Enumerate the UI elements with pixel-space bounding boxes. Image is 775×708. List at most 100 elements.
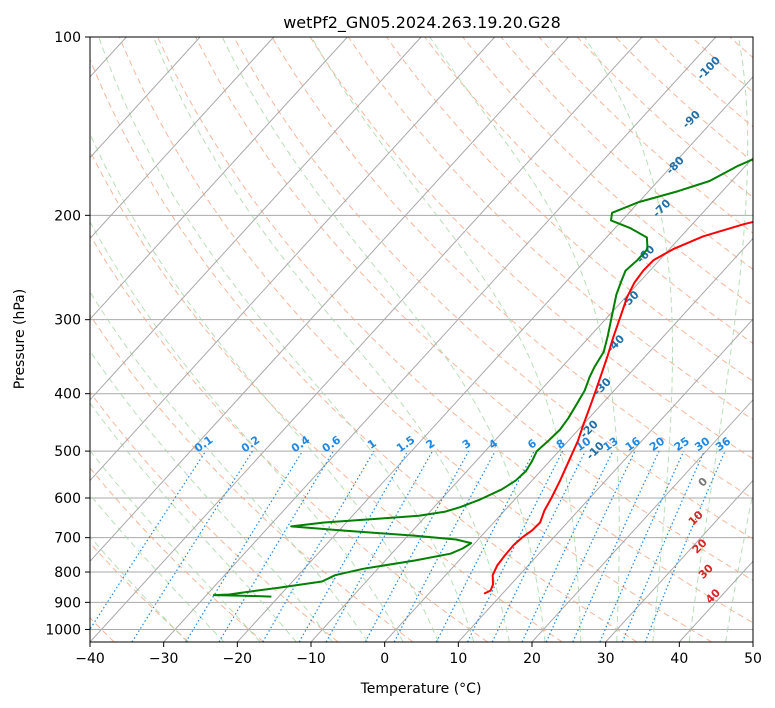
moist-adiabat-line xyxy=(90,535,188,642)
dry-adiabat-line xyxy=(90,467,264,642)
moist-adiabat-line xyxy=(90,449,261,642)
mixing-ratio-label: 0.2 xyxy=(239,433,262,455)
sounding-series xyxy=(212,158,753,598)
dry-adiabat-line xyxy=(424,37,753,344)
mixing-ratio-line xyxy=(599,450,685,642)
y-tick-label: 500 xyxy=(54,444,81,460)
dry-adiabat-label: -70 xyxy=(650,197,673,220)
y-tick-label: 300 xyxy=(54,313,81,329)
isotherm-line xyxy=(531,399,753,642)
moist-adiabat-line xyxy=(90,220,404,642)
isotherm-line xyxy=(90,37,422,401)
dry-adiabat-line xyxy=(576,37,753,198)
y-tick-label: 200 xyxy=(54,208,81,224)
plot-area: 0.1 0.2 0.4 0.6 1 1.5 2 3 4 6 8 10 13 16 20 25 30 36-100-… xyxy=(90,37,775,642)
dry-adiabat-line xyxy=(90,391,339,642)
mixing-ratio-label: 4 xyxy=(486,436,500,451)
y-tick-label: 800 xyxy=(54,565,81,581)
y-axis-label: Pressure (hPa) xyxy=(12,289,28,389)
dry-adiabat-line xyxy=(500,37,753,270)
mixing-ratio-label: 0.6 xyxy=(320,433,344,455)
y-tick-label: 900 xyxy=(54,595,81,611)
moist-adiabat-line xyxy=(584,37,673,642)
dry-adiabat-label: -80 xyxy=(664,154,687,177)
mixing-ratio-line xyxy=(644,450,726,642)
moist-adiabat-line xyxy=(310,37,582,642)
mixing-ratio-line xyxy=(364,450,470,642)
mixing-ratio-line xyxy=(298,450,409,642)
moist-adiabat-line xyxy=(221,37,546,642)
dry-adiabat-line xyxy=(768,37,775,642)
chart-title: wetPf2_GN05.2024.263.19.20.G28 xyxy=(283,13,561,33)
dry-adiabat-line xyxy=(729,37,753,59)
moist-adiabats xyxy=(90,37,753,642)
dry-adiabat-line xyxy=(90,542,190,642)
isotherm-line xyxy=(384,237,753,642)
moist-adiabat-line xyxy=(90,132,439,642)
mixing-ratio-label: 0.4 xyxy=(289,433,313,455)
dry-adiabat-line xyxy=(118,37,712,642)
dry-adiabat-label: 20 xyxy=(690,536,710,556)
dry-adiabat-label: -90 xyxy=(680,108,703,131)
dry-adiabat-label: 10 xyxy=(686,508,706,528)
mixing-ratio-line xyxy=(325,450,434,642)
isotherm-line xyxy=(90,37,496,482)
dry-adiabat-line xyxy=(691,37,753,93)
plot-frame xyxy=(89,36,754,643)
mixing-ratio-line xyxy=(262,450,375,642)
dry-adiabat-line xyxy=(90,314,414,642)
isotherm-line xyxy=(90,37,569,563)
dry-adiabat-line xyxy=(271,37,753,500)
x-tick-label: −30 xyxy=(149,651,179,667)
isotherm-line xyxy=(310,156,753,642)
mixing-ratio-line xyxy=(218,450,334,642)
isotherm-line xyxy=(236,76,753,642)
mixing-ratio-line xyxy=(185,450,304,642)
moist-adiabat-line xyxy=(725,490,753,642)
isotherm-line xyxy=(752,641,753,642)
dry-adiabat-line xyxy=(195,37,753,582)
mixing-ratio-lines xyxy=(90,450,726,642)
dry-adiabat-label: 30 xyxy=(696,561,716,581)
x-tick-label: 30 xyxy=(597,651,615,667)
isotherm-line xyxy=(90,37,201,159)
mixing-ratio-line xyxy=(572,450,660,642)
x-tick-label: 50 xyxy=(744,651,762,667)
x-tick-label: 20 xyxy=(523,651,541,667)
isotherm-line xyxy=(90,37,275,240)
dry-adiabat-line xyxy=(538,37,753,234)
x-tick-label: −20 xyxy=(223,651,253,667)
series-line xyxy=(212,158,753,598)
dry-adiabat-line xyxy=(653,37,753,128)
moist-adiabat-line xyxy=(90,350,333,642)
isotherm-line xyxy=(605,479,753,642)
y-tick-label: 1000 xyxy=(45,622,81,638)
mixing-ratio-label: 2 xyxy=(424,437,438,452)
x-axis-label: Temperature (°C) xyxy=(360,681,482,697)
mixing-ratio-label: 1.5 xyxy=(394,433,417,455)
moist-adiabat-line xyxy=(98,37,475,642)
dry-adiabat-line xyxy=(386,37,753,382)
dry-adiabat-label: -100 xyxy=(694,53,723,82)
moist-adiabat-line xyxy=(688,37,749,642)
y-tick-label: 400 xyxy=(54,387,81,403)
dry-adiabat-label: -60 xyxy=(634,242,657,265)
mixing-ratio-line xyxy=(521,450,614,642)
x-tick-label: 10 xyxy=(449,651,467,667)
mixing-ratio-line xyxy=(545,450,636,642)
mixing-ratio-line xyxy=(393,450,496,642)
x-tick-label: −10 xyxy=(296,651,326,667)
moist-adiabat-line xyxy=(90,402,297,642)
dry-adiabat-line xyxy=(347,37,753,421)
x-tick-label: −40 xyxy=(75,651,105,667)
x-axis: −40 −30 −20 −10 0 10 20 30 40 50 xyxy=(75,642,762,667)
isotherms xyxy=(90,37,753,642)
moist-adiabat-line xyxy=(152,37,510,642)
mixing-ratio-line xyxy=(621,450,705,642)
isotherm-line xyxy=(457,318,753,642)
isotherm-line xyxy=(90,37,348,320)
isotherm-line xyxy=(163,37,717,642)
y-tick-label: 600 xyxy=(54,491,81,507)
y-tick-label: 700 xyxy=(54,531,81,547)
